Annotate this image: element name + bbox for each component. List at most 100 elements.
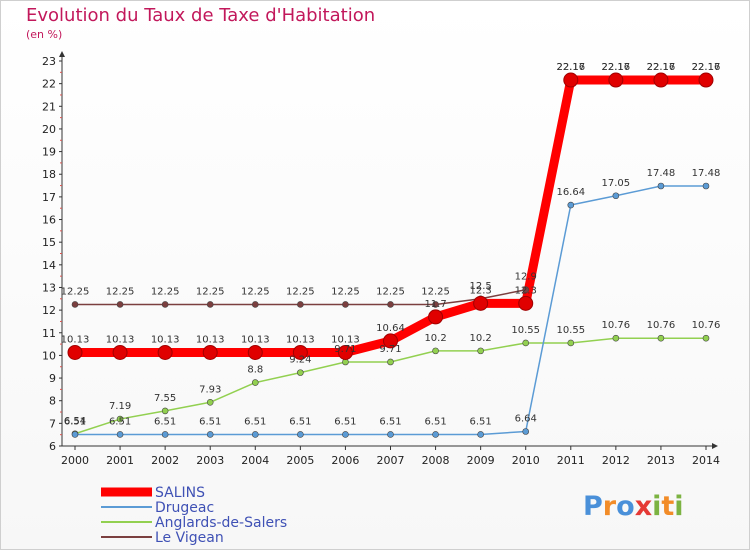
data-point (71, 301, 79, 308)
data-label: 6.51 (244, 416, 266, 427)
data-point (522, 286, 530, 294)
series-line-le vigean (75, 79, 706, 306)
data-label: 12.25 (196, 286, 225, 297)
data-label: 10.55 (511, 325, 540, 336)
data-point (297, 301, 304, 308)
data-point (563, 72, 579, 88)
x-axis-arrow (712, 443, 718, 449)
data-point (206, 398, 214, 406)
data-label: 12.25 (286, 286, 315, 297)
data-label: 6.51 (109, 416, 131, 427)
data-point (383, 333, 398, 349)
data-point (567, 339, 575, 347)
data-label: 6.51 (379, 416, 401, 427)
y-tick-label: 16 (42, 214, 56, 227)
x-tick-label: 2000 (61, 454, 89, 467)
y-tick-label: 13 (42, 281, 56, 294)
data-label: 10.13 (286, 334, 315, 345)
data-label: 10.13 (106, 334, 135, 345)
chart-title: Evolution du Taux de Taxe d'Habitation (26, 5, 376, 26)
data-label: 7.19 (109, 401, 131, 412)
data-label: 12.9 (515, 272, 537, 283)
data-point (518, 295, 534, 311)
data-label: 6.51 (199, 416, 221, 427)
logo-letter: i (652, 491, 661, 522)
data-points (67, 72, 714, 438)
y-tick-label: 7 (49, 417, 56, 430)
data-label: 10.2 (470, 333, 492, 344)
data-label: 6.51 (470, 416, 492, 427)
y-tick-label: 22 (42, 78, 56, 91)
x-tick-label: 2004 (241, 454, 269, 467)
data-label: 22.17 (556, 62, 585, 73)
logo-letter: P (583, 491, 603, 522)
y-tick-label: 18 (42, 168, 56, 181)
x-tick-label: 2007 (377, 454, 405, 467)
data-label: 12.25 (151, 286, 180, 297)
data-point (653, 72, 669, 88)
y-tick-label: 20 (42, 123, 56, 136)
data-label: 22.17 (647, 62, 676, 73)
data-label: 10.13 (241, 334, 270, 345)
data-label: 10.76 (647, 320, 676, 331)
x-tick-label: 2002 (151, 454, 179, 467)
data-label: 22.16 (692, 62, 721, 73)
x-tick-label: 2003 (196, 454, 224, 467)
data-label: 6.64 (515, 414, 537, 425)
data-point (702, 334, 710, 342)
data-label: 8.8 (247, 365, 263, 376)
data-label: 22.17 (602, 62, 631, 73)
y-tick-label: 21 (42, 100, 56, 113)
legend-label: SALINS (155, 485, 205, 501)
data-label: 10.13 (331, 334, 360, 345)
data-point (116, 415, 124, 423)
data-label: 11.7 (424, 299, 446, 310)
data-label: 10.13 (151, 334, 180, 345)
logo-letter: i (674, 491, 683, 522)
data-label: 12.25 (376, 286, 405, 297)
y-tick-label: 19 (42, 146, 56, 159)
y-tick-label: 15 (42, 236, 56, 249)
logo-letter: r (603, 491, 617, 522)
data-label: 12.5 (470, 281, 492, 292)
data-label: 12.25 (61, 286, 90, 297)
data-point (337, 344, 353, 360)
data-point (612, 334, 620, 342)
data-point (116, 431, 124, 438)
logo-letter: t (661, 491, 674, 522)
data-point (297, 431, 304, 438)
data-label: 22.16 (556, 62, 585, 73)
x-tick-label: 2012 (602, 454, 630, 467)
y-tick-label: 12 (42, 304, 56, 317)
data-point (342, 431, 349, 438)
data-point (432, 301, 439, 308)
data-label: 6.51 (64, 416, 86, 427)
x-tick-label: 2009 (467, 454, 495, 467)
data-point (477, 347, 484, 355)
data-point (698, 72, 714, 88)
data-point (202, 344, 218, 360)
legend-label: Anglards-de-Salers (155, 515, 287, 531)
x-tick-label: 2006 (331, 454, 359, 467)
data-point (387, 431, 394, 438)
data-label: 22.17 (692, 62, 721, 73)
data-labels: 6.54 7.19 7.55 7.93 8.8 9.24 9.71 9.71 10.2 10.2 1… (61, 62, 721, 428)
y-tick-label: 11 (42, 327, 56, 340)
x-tick-label: 2008 (422, 454, 450, 467)
series-lines (74, 75, 706, 436)
series-line-salins (75, 75, 706, 357)
data-label: 12.3 (515, 285, 537, 296)
data-point (292, 344, 308, 360)
data-label: 6.51 (334, 416, 356, 427)
data-point (387, 301, 394, 308)
data-point (567, 201, 575, 209)
x-tick-label: 2013 (647, 454, 675, 467)
data-point (477, 431, 484, 438)
data-point (522, 339, 530, 347)
data-label: 10.2 (424, 333, 446, 344)
y-tick-label: 14 (42, 259, 56, 272)
data-point (161, 407, 169, 415)
data-point (522, 428, 530, 435)
data-label: 12.3 (470, 285, 492, 296)
data-point (71, 431, 79, 438)
